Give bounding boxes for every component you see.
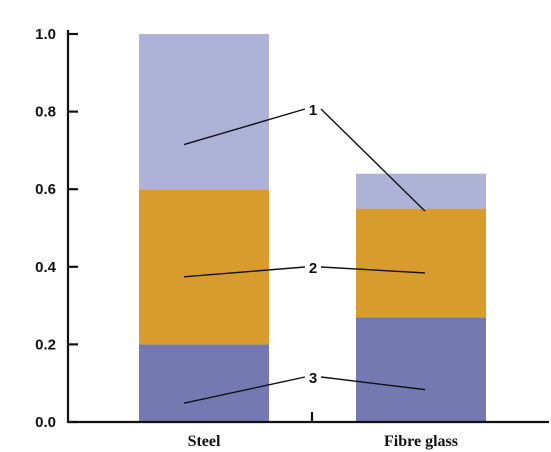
bar-segment-1-1 bbox=[356, 173, 486, 209]
bar-segment-2-1 bbox=[356, 208, 486, 318]
axes: 0.0 0.2 0.4 0.6 0.8 1.0 Steel Fibre glass bbox=[35, 26, 549, 450]
annotation-leader-2-fibre-glass bbox=[320, 266, 426, 274]
annotation-leader-1-fibre-glass bbox=[320, 108, 426, 212]
annotation-leader-1-steel bbox=[183, 108, 306, 146]
y-tick-label: 0.4 bbox=[35, 259, 57, 276]
bar-segment-3-0 bbox=[139, 344, 269, 422]
y-tick-label: 1.0 bbox=[35, 26, 56, 43]
annotations: 1 2 3 bbox=[183, 102, 426, 404]
bars bbox=[139, 34, 486, 422]
annotation-leader-3-fibre-glass bbox=[320, 376, 426, 391]
bar-segment-2-0 bbox=[139, 189, 269, 345]
annotation-leader-2-steel bbox=[183, 266, 306, 278]
annotation-label-1: 1 bbox=[309, 102, 317, 119]
x-category-label: Steel bbox=[188, 433, 221, 450]
x-category-label: Fibre glass bbox=[384, 433, 458, 450]
y-tick-label: 0.0 bbox=[35, 414, 56, 431]
annotation-leader-3-steel bbox=[183, 376, 306, 404]
y-tick-label: 0.8 bbox=[35, 104, 56, 121]
bar-segment-3-1 bbox=[356, 317, 486, 422]
y-tick-label: 0.6 bbox=[35, 181, 56, 198]
bar-segment-1-0 bbox=[139, 34, 269, 190]
annotation-label-2: 2 bbox=[309, 260, 317, 277]
y-tick-label: 0.2 bbox=[35, 336, 56, 353]
annotation-label-3: 3 bbox=[309, 370, 317, 387]
